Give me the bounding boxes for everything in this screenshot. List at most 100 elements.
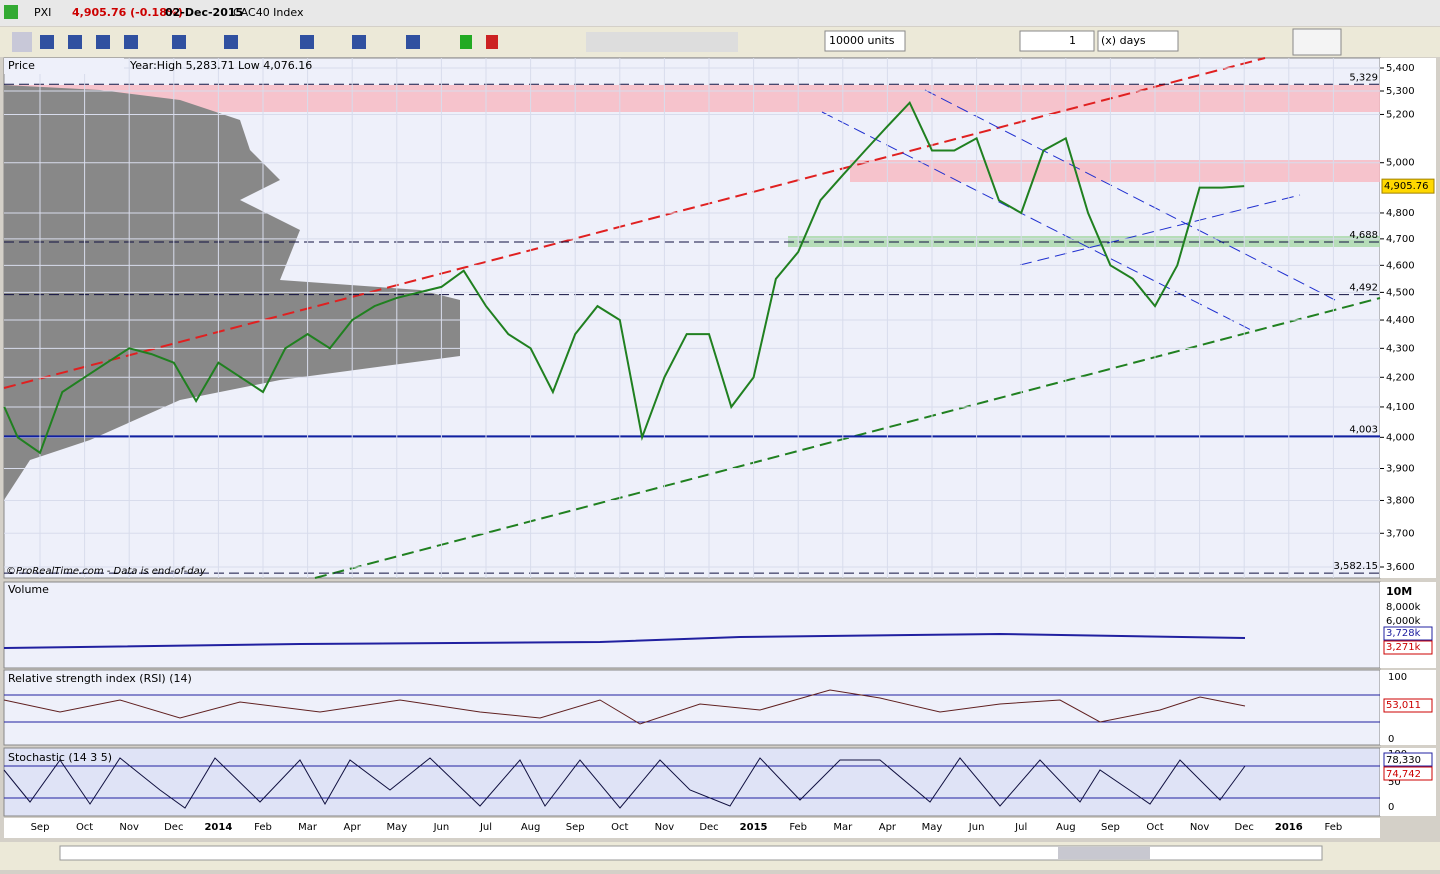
volume-avg-tag — [1383, 626, 1433, 641]
month-label: May — [922, 822, 943, 833]
price-line — [3, 100, 1245, 455]
level-label: 5,329 — [1349, 72, 1378, 83]
month-label: Dec — [1235, 822, 1254, 833]
stochastic-panel — [3, 747, 1381, 817]
month-label: Nov — [655, 822, 675, 833]
y-tick-label: 4,000 — [1386, 432, 1415, 443]
y-tick-label: 4,800 — [1386, 208, 1415, 219]
rsi-line — [3, 689, 1246, 725]
month-label: Jun — [433, 822, 450, 833]
volume-panel — [3, 581, 1381, 669]
stochastic-d-tag — [1383, 766, 1433, 781]
volume-average — [3, 632, 1246, 649]
month-label: May — [386, 822, 407, 833]
level-label: 3,582.15 — [1333, 561, 1378, 572]
month-label: Feb — [254, 822, 272, 833]
y-tick-label: 5,300 — [1386, 86, 1415, 97]
instrument-name: CAC40 Index — [233, 6, 304, 19]
month-label: Dec — [164, 822, 183, 833]
month-label: Nov — [1190, 822, 1210, 833]
title-bar — [0, 0, 1440, 26]
month-label: 2015 — [740, 822, 768, 833]
month-label: Sep — [566, 822, 585, 833]
month-label: Feb — [789, 822, 807, 833]
level-label: 4,492 — [1349, 283, 1378, 294]
stochastic-title: Stochastic (14 3 5) — [8, 751, 112, 764]
price-title: Price — [8, 59, 35, 72]
volume-last-tag — [1383, 640, 1433, 655]
year-range: Year:High 5,283.71 Low 4,076.16 — [129, 59, 312, 72]
period-unit: (x) days — [1101, 34, 1146, 47]
level-label: 4,003 — [1349, 424, 1378, 435]
y-tick-label: 4,600 — [1386, 260, 1415, 271]
month-label: Apr — [879, 822, 897, 833]
month-label: 2014 — [204, 822, 232, 833]
symbol: PXI — [34, 6, 51, 19]
y-tick-label: 4,400 — [1386, 315, 1415, 326]
level-label: 4,688 — [1349, 230, 1378, 241]
scroll-thumb[interactable] — [1058, 847, 1150, 859]
y-tick-label: 4,100 — [1386, 402, 1415, 413]
rsi-tick: 100 — [1388, 672, 1407, 683]
rsi-tick: 0 — [1388, 734, 1394, 745]
y-tick-label: 5,000 — [1386, 158, 1415, 169]
month-label: Aug — [1056, 822, 1076, 833]
month-label: Apr — [344, 822, 362, 833]
stochastic-tick: 50 — [1388, 777, 1401, 788]
month-label: Oct — [611, 822, 628, 833]
period-unit-box[interactable] — [1097, 30, 1179, 52]
stochastic-k-value: 78,330 — [1386, 755, 1421, 766]
month-label: 2016 — [1275, 822, 1303, 833]
month-label: Sep — [1101, 822, 1120, 833]
y-tick-label: 4,700 — [1386, 234, 1415, 245]
y-tick-label: 3,900 — [1386, 463, 1415, 474]
app-icon — [4, 5, 18, 19]
volume-last: 3,271k — [1386, 642, 1421, 653]
last-price: 4,905.76 (-0.18%) — [72, 6, 183, 19]
volume-tick: 10M — [1386, 585, 1412, 598]
scrollbar[interactable] — [59, 845, 1323, 861]
month-label: Mar — [833, 822, 853, 833]
volume-title: Volume — [8, 583, 49, 596]
month-labels: Sep Oct Nov Dec 2014 Feb Mar Apr May Jun Jul Aug Sep… — [31, 822, 1343, 833]
volume-avg: 3,728k — [1386, 628, 1421, 639]
month-label: Jul — [479, 822, 492, 833]
date: 02-Dec-2015 — [165, 6, 243, 19]
y-tick-label: 3,800 — [1386, 495, 1415, 506]
period-box[interactable] — [1019, 30, 1095, 52]
rsi-last-tag — [1383, 698, 1433, 713]
month-label: Sep — [31, 822, 50, 833]
y-tick-label: 5,400 — [1386, 63, 1415, 74]
y-tick-label: 3,600 — [1386, 562, 1415, 573]
y-tick-label: 4,200 — [1386, 372, 1415, 383]
stochastic-tick: 0 — [1388, 802, 1394, 813]
month-label: Oct — [1146, 822, 1163, 833]
period: 1 — [1069, 34, 1076, 47]
last-price-label: 4,905.76 — [1384, 181, 1429, 192]
month-label: Mar — [298, 822, 318, 833]
month-label: Dec — [699, 822, 718, 833]
y-tick-label: 5,200 — [1386, 109, 1415, 120]
month-label: Nov — [119, 822, 139, 833]
month-label: Feb — [1325, 822, 1343, 833]
time-axis — [4, 818, 1380, 838]
units-box[interactable] — [824, 30, 906, 52]
last-price-tag — [1381, 178, 1435, 194]
price-axis — [1380, 58, 1436, 578]
price-layer — [3, 58, 1384, 578]
tool-icons — [12, 32, 738, 52]
stochastic-k-tag — [1383, 752, 1433, 767]
month-label: Oct — [76, 822, 93, 833]
volume-tick: 8,000k — [1386, 602, 1421, 613]
month-label: Aug — [521, 822, 541, 833]
y-tick-label: 4,500 — [1386, 287, 1415, 298]
units: 10000 units — [829, 34, 895, 47]
credit: ©ProRealTime.com - Data is end-of-day — [6, 566, 207, 577]
chart-type-button[interactable] — [1292, 28, 1342, 56]
month-label: Jun — [968, 822, 985, 833]
y-tick-label: 4,300 — [1386, 343, 1415, 354]
rsi-title: Relative strength index (RSI) (14) — [8, 672, 192, 685]
y-tick-label: 3,700 — [1386, 528, 1415, 539]
